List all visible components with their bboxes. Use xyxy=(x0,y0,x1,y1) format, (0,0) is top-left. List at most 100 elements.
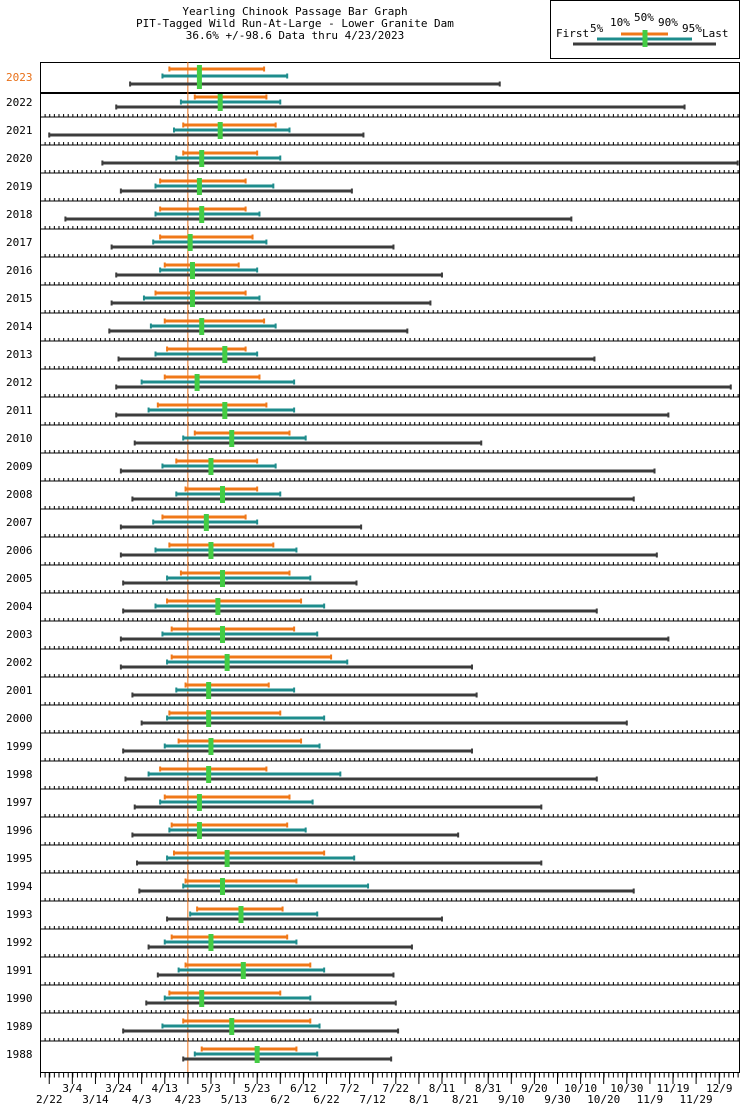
x-tick-label: 3/4 xyxy=(62,1082,82,1095)
x-tick-label: 8/11 xyxy=(429,1082,456,1095)
x-tick-label: 10/10 xyxy=(564,1082,597,1095)
x-tick-label: 7/2 xyxy=(340,1082,360,1095)
median-marker xyxy=(194,374,200,391)
row-label: 1994 xyxy=(6,880,33,893)
median-marker xyxy=(220,878,226,895)
row-label: 2014 xyxy=(6,320,33,333)
median-marker xyxy=(208,542,214,559)
x-tick-label: 2/22 xyxy=(36,1093,63,1104)
legend-label: 5% xyxy=(590,22,604,35)
row-label: 2002 xyxy=(6,656,33,669)
row-label: 2004 xyxy=(6,600,33,613)
row-label: 1998 xyxy=(6,768,33,781)
median-marker xyxy=(215,598,221,615)
row-label: 1989 xyxy=(6,1020,33,1033)
row-label: 1999 xyxy=(6,740,33,753)
row-label: 1993 xyxy=(6,908,33,921)
row-label: 1991 xyxy=(6,964,33,977)
median-marker xyxy=(189,262,195,279)
row-label: 2013 xyxy=(6,348,33,361)
legend-median xyxy=(642,30,648,47)
row-label: 2009 xyxy=(6,460,33,473)
row-label: 2016 xyxy=(6,264,33,277)
row-label: 2003 xyxy=(6,628,33,641)
row-label: 2000 xyxy=(6,712,33,725)
row-label: 2022 xyxy=(6,96,33,109)
median-marker xyxy=(208,934,214,951)
plot-frame xyxy=(40,62,740,1073)
row-label: 2007 xyxy=(6,516,33,529)
row-label: 2011 xyxy=(6,404,33,417)
x-tick-label: 6/22 xyxy=(313,1093,340,1104)
median-marker xyxy=(220,626,226,643)
legend: First 5% 10% 50% 90% 95% Last xyxy=(550,0,740,59)
x-tick-label: 10/20 xyxy=(587,1093,620,1104)
row-label: 2020 xyxy=(6,152,33,165)
median-marker xyxy=(229,430,235,447)
median-marker xyxy=(199,318,205,335)
median-marker xyxy=(203,514,209,531)
x-tick-label: 8/21 xyxy=(452,1093,479,1104)
median-marker xyxy=(224,850,230,867)
x-tick-label: 11/9 xyxy=(637,1093,664,1104)
row-label: 2017 xyxy=(6,236,33,249)
x-tick-label: 11/19 xyxy=(656,1082,689,1095)
chart-subtitle: PIT-Tagged Wild Run-At-Large - Lower Gra… xyxy=(136,17,454,30)
x-tick-label: 3/14 xyxy=(82,1093,109,1104)
median-marker xyxy=(224,654,230,671)
median-marker xyxy=(189,290,195,307)
legend-box xyxy=(550,0,740,59)
row-label: 1995 xyxy=(6,852,33,865)
row-label: 2021 xyxy=(6,124,33,137)
row-label: 1990 xyxy=(6,992,33,1005)
row-label: 2001 xyxy=(6,684,33,697)
median-marker xyxy=(196,794,202,811)
median-marker xyxy=(222,346,228,363)
median-marker xyxy=(199,150,205,167)
row-label: 1996 xyxy=(6,824,33,837)
median-marker xyxy=(206,682,212,699)
median-marker xyxy=(208,738,214,755)
median-marker xyxy=(238,906,244,923)
x-tick-label: 4/23 xyxy=(175,1093,202,1104)
median-marker xyxy=(187,234,193,251)
x-tick-label: 7/12 xyxy=(359,1093,386,1104)
median-marker xyxy=(240,962,246,979)
row-label: 1992 xyxy=(6,936,33,949)
row-label: 1988 xyxy=(6,1048,33,1061)
legend-label: 90% xyxy=(658,16,678,29)
row-label: 2008 xyxy=(6,488,33,501)
median-marker xyxy=(196,178,202,195)
median-marker xyxy=(196,822,202,839)
row-label: 2006 xyxy=(6,544,33,557)
x-tick-label: 4/13 xyxy=(152,1082,179,1095)
median-marker xyxy=(220,570,226,587)
x-tick-label: 7/22 xyxy=(383,1082,410,1095)
row-label: 2015 xyxy=(6,292,33,305)
median-marker xyxy=(217,122,223,139)
median-marker xyxy=(254,1046,260,1063)
median-marker xyxy=(199,990,205,1007)
median-marker xyxy=(199,206,205,223)
row-label: 2023 xyxy=(6,71,33,84)
x-tick-label: 6/2 xyxy=(270,1093,290,1104)
x-tick-label: 10/30 xyxy=(610,1082,643,1095)
x-tick-label: 9/10 xyxy=(498,1093,525,1104)
row-label: 2018 xyxy=(6,208,33,221)
x-tick-label: 5/13 xyxy=(221,1093,248,1104)
median-marker xyxy=(229,1018,235,1035)
x-tick-label: 8/31 xyxy=(475,1082,502,1095)
legend-label: 95% xyxy=(682,22,702,35)
chart-title: Yearling Chinook Passage Bar Graph xyxy=(182,5,407,18)
median-marker xyxy=(196,65,202,89)
x-tick-label: 11/29 xyxy=(680,1093,713,1104)
legend-label: 50% xyxy=(634,11,654,24)
legend-label: 10% xyxy=(610,16,630,29)
median-marker xyxy=(222,402,228,419)
row-label: 2019 xyxy=(6,180,33,193)
legend-label: Last xyxy=(702,27,729,40)
x-tick-label: 4/3 xyxy=(132,1093,152,1104)
x-tick-label: 9/20 xyxy=(521,1082,548,1095)
x-tick-label: 9/30 xyxy=(544,1093,571,1104)
